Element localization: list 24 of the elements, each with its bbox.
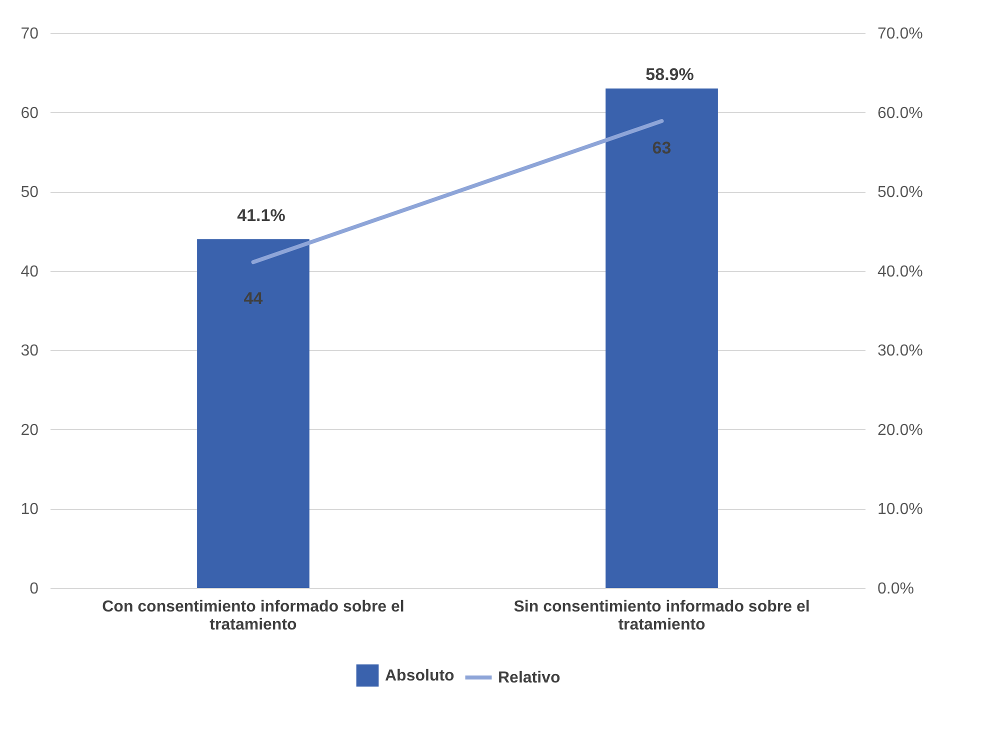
- y2-tick-label: 10.0%: [878, 501, 923, 518]
- data-label: 41.1%: [237, 206, 286, 226]
- y2-tick-label: 20.0%: [878, 422, 923, 439]
- x-tick-label: Con consentimiento informado sobre el tratamiento: [102, 598, 404, 634]
- y2-tick-label: 50.0%: [878, 184, 923, 202]
- y2-tick-label: 0.0%: [878, 580, 914, 598]
- y2-tick-label: 40.0%: [878, 263, 923, 280]
- y-tick-label: 0: [30, 580, 39, 598]
- y2-tick-label: 60.0%: [878, 104, 923, 122]
- y-tick-label: 10: [20, 501, 39, 518]
- y-tick-label: 50: [20, 184, 39, 202]
- legend-label: Absoluto: [385, 668, 455, 684]
- y2-tick-label: 30.0%: [878, 342, 923, 360]
- data-label: 63: [652, 138, 672, 158]
- y-tick-label: 40: [20, 263, 39, 280]
- data-label: 44: [244, 289, 264, 308]
- y-tick-label: 70: [20, 26, 39, 42]
- y-tick-label: 30: [20, 342, 39, 360]
- legend-label: Relativo: [498, 670, 560, 686]
- y2-tick-label: 70.0%: [878, 26, 923, 42]
- x-tick-label: Sin consentimiento informado sobre el tratamiento: [514, 598, 810, 634]
- data-label: 58.9%: [646, 65, 694, 84]
- y-tick-label: 60: [20, 104, 39, 122]
- y-tick-label: 20: [20, 422, 39, 439]
